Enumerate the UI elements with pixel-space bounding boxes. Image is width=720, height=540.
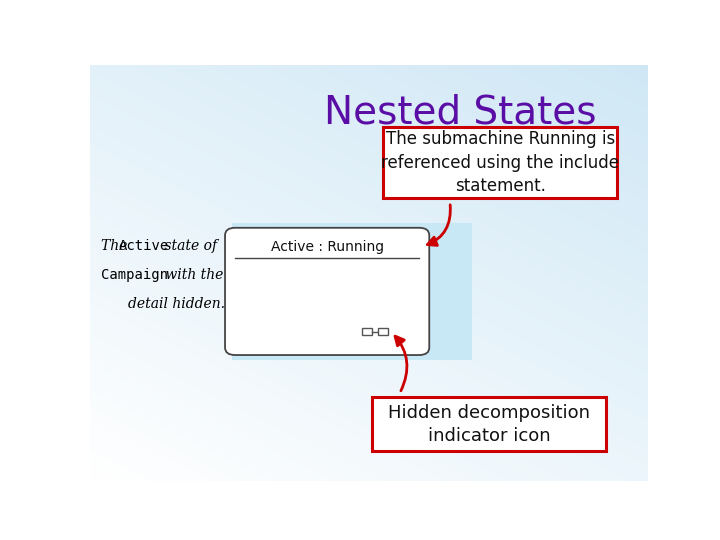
FancyBboxPatch shape (361, 328, 372, 335)
Text: with the: with the (161, 268, 223, 282)
Bar (233, 223, 472, 360)
FancyBboxPatch shape (379, 328, 388, 335)
Text: state of: state of (160, 239, 217, 253)
Text: Active : Running: Active : Running (271, 240, 384, 254)
Text: Campaign: Campaign (101, 268, 168, 282)
Text: detail hidden.: detail hidden. (128, 297, 225, 311)
Text: The: The (101, 239, 132, 253)
Text: The submachine Running is
referenced using the include
statement.: The submachine Running is referenced usi… (381, 130, 619, 195)
Text: Active: Active (119, 239, 169, 253)
Text: Hidden decomposition
indicator icon: Hidden decomposition indicator icon (388, 404, 590, 446)
FancyBboxPatch shape (383, 127, 617, 198)
Text: Nested States: Nested States (324, 94, 597, 132)
FancyBboxPatch shape (372, 397, 606, 451)
FancyBboxPatch shape (225, 228, 429, 355)
